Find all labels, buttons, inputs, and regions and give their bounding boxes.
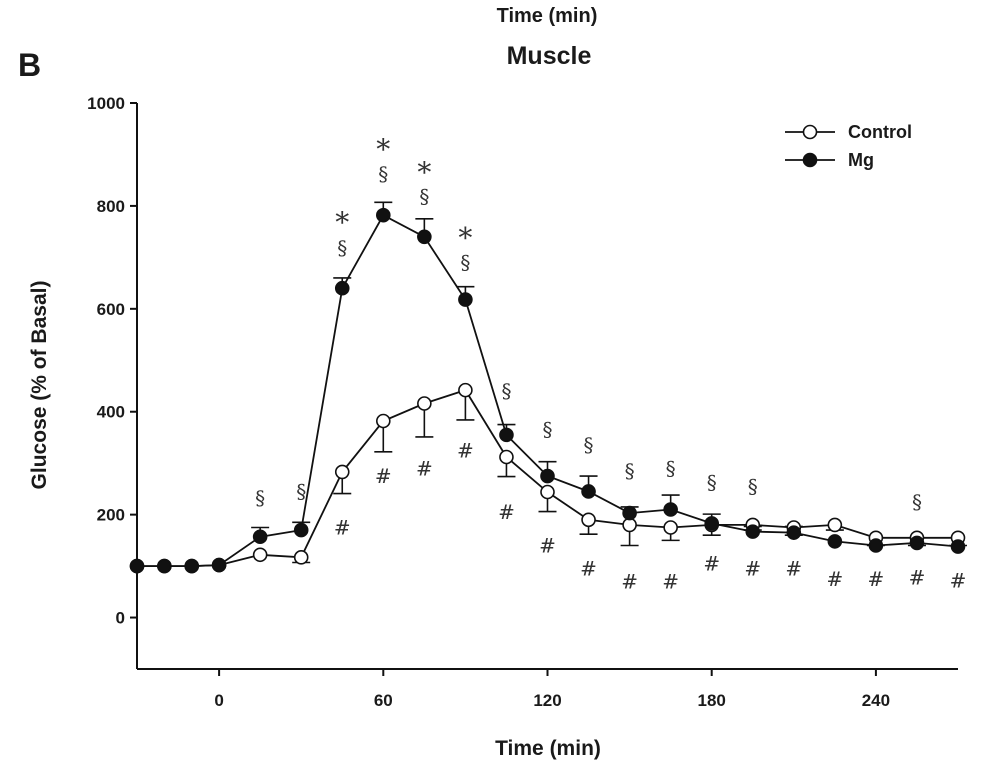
data-point-mg <box>622 505 637 521</box>
data-point-mg <box>663 502 678 517</box>
data-point-mg <box>211 557 227 573</box>
data-point-mg <box>252 529 268 545</box>
hash-mark: # <box>909 565 926 589</box>
hash-mark: # <box>416 456 433 480</box>
hash-mark: # <box>498 500 515 524</box>
x-tick-label: 240 <box>862 691 890 710</box>
hash-mark: # <box>457 438 474 462</box>
hash-mark: # <box>539 534 556 558</box>
legend-label-mg: Mg <box>848 150 874 170</box>
legend-label-control: Control <box>848 122 912 142</box>
series-lines <box>137 213 959 567</box>
data-point-mg <box>868 538 884 553</box>
hash-mark: # <box>868 567 885 591</box>
hash-mark: # <box>950 568 967 592</box>
hash-mark: # <box>703 552 720 576</box>
data-point-control <box>417 396 432 411</box>
chart-title: Muscle <box>507 42 592 70</box>
legend-marker-mg <box>802 152 818 168</box>
top-axis-label: Time (min) <box>497 5 598 27</box>
data-point-control <box>252 547 268 563</box>
section-mark: § <box>460 251 470 275</box>
hash-mark: # <box>375 464 392 488</box>
data-point-control <box>293 550 309 565</box>
data-point-mg <box>458 292 473 307</box>
data-point-mg <box>334 280 350 296</box>
section-mark: § <box>912 490 922 514</box>
data-point-mg <box>909 535 925 551</box>
data-point-mg <box>375 207 391 223</box>
data-point-control <box>663 520 678 535</box>
data-point-mg <box>581 484 596 499</box>
y-tick-label: 0 <box>116 609 125 628</box>
x-axis-label: Time (min) <box>495 737 601 760</box>
data-point-mg <box>704 516 720 531</box>
data-point-control <box>458 382 473 398</box>
y-tick-label: 400 <box>97 403 125 422</box>
data-point-mg <box>293 522 309 538</box>
data-point-mg <box>950 539 966 554</box>
data-points <box>129 207 966 574</box>
x-tick-label: 120 <box>533 691 561 710</box>
error-bars <box>251 201 967 564</box>
star-mark: * <box>376 133 390 166</box>
data-point-mg <box>184 558 200 574</box>
axes: 0 200 400 600 800 1000 0 60 120 180 240 <box>87 94 958 710</box>
legend-marker-control <box>802 124 818 140</box>
data-point-mg <box>129 558 145 574</box>
y-tick-label: 800 <box>97 197 125 216</box>
section-mark: § <box>584 433 594 457</box>
star-mark: * <box>335 206 349 239</box>
y-axis-label: Glucose (% of Basal) <box>28 281 51 490</box>
section-mark: § <box>707 471 717 495</box>
data-point-control <box>375 413 391 429</box>
section-mark: § <box>543 418 553 442</box>
data-point-control <box>827 517 843 533</box>
section-mark: § <box>748 474 758 498</box>
section-mark: § <box>625 459 635 483</box>
x-tick-label: 180 <box>698 691 726 710</box>
y-tick-label: 200 <box>97 506 125 525</box>
data-point-mg <box>540 468 555 484</box>
section-mark: § <box>337 236 347 260</box>
section-mark: § <box>255 486 265 510</box>
hash-mark: # <box>785 557 802 581</box>
data-point-control <box>581 512 596 528</box>
significance-annotations: § §§*§*§*§*§§§§ §§ §§## ###### ## # # # # # # <box>255 133 966 593</box>
data-point-mg <box>745 524 761 539</box>
hash-mark: # <box>621 570 638 594</box>
data-point-mg <box>417 229 432 245</box>
data-point-control <box>334 464 350 480</box>
section-mark: § <box>296 479 306 503</box>
y-tick-label: 600 <box>97 300 125 319</box>
hash-mark: # <box>334 516 351 540</box>
hash-mark: # <box>826 567 843 591</box>
star-mark: * <box>458 222 472 255</box>
series-line-control <box>137 389 958 567</box>
data-point-mg <box>499 427 514 443</box>
data-point-control <box>540 484 555 500</box>
section-mark: § <box>666 456 676 480</box>
panel-letter: B <box>18 47 41 83</box>
hash-mark: # <box>662 570 679 594</box>
x-tick-label: 0 <box>214 691 223 710</box>
hash-mark: # <box>580 557 597 581</box>
data-point-mg <box>157 558 172 574</box>
section-mark: § <box>501 379 511 403</box>
data-point-control <box>499 449 514 465</box>
series-line-mg <box>137 213 959 567</box>
data-point-mg <box>786 525 802 540</box>
data-point-mg <box>827 534 843 549</box>
y-tick-label: 1000 <box>87 94 125 113</box>
section-mark: § <box>419 185 429 209</box>
legend: Control Mg <box>785 122 912 170</box>
hash-mark: # <box>744 557 761 581</box>
x-tick-label: 60 <box>374 691 393 710</box>
star-mark: * <box>417 156 431 189</box>
section-mark: § <box>378 162 388 186</box>
